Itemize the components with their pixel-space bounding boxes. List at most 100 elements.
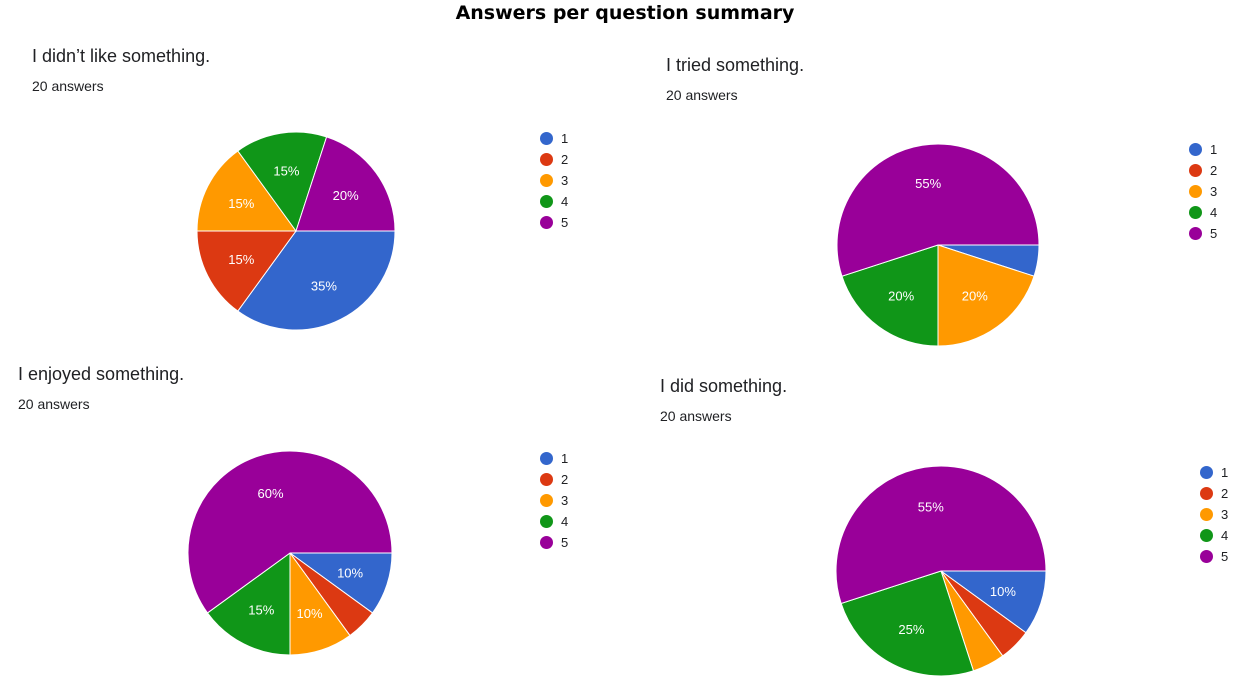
pie-slice-3[interactable] [196,150,297,232]
pie-slice-4[interactable] [840,570,975,677]
slice-label: 55% [915,176,941,191]
legend-label: 1 [1210,142,1218,157]
pie-slice-4[interactable] [206,552,291,656]
legend-label: 1 [561,131,569,146]
pie-slice-5[interactable] [187,450,393,614]
chart-title: I tried something. [666,55,805,75]
legend-swatch [1189,143,1202,156]
legend-swatch [1189,227,1202,240]
legend-item-5[interactable]: 5 [540,532,568,553]
legend-item-3[interactable]: 3 [1189,181,1217,202]
legend-swatch [540,536,553,549]
pie-slice-4[interactable] [841,244,939,347]
legend-swatch [1200,508,1213,521]
legend-label: 4 [561,194,569,209]
legend-swatch [540,494,553,507]
legend-swatch [540,174,553,187]
legend-item-1[interactable]: 1 [540,128,568,149]
slice-label: 20% [333,188,359,203]
legend-label: 3 [561,173,569,188]
chart-legend: 1 2 3 4 5 [1200,462,1228,567]
chart-title: I enjoyed something. [18,364,185,384]
slice-label: 25% [898,622,924,637]
legend-item-4[interactable]: 4 [540,511,568,532]
slice-label: 20% [888,289,914,304]
pie-slice-2[interactable] [196,230,297,312]
legend-item-5[interactable]: 5 [540,212,568,233]
pie-slice-5[interactable] [835,465,1047,605]
legend-swatch [540,515,553,528]
slice-label: 10% [990,584,1016,599]
legend-item-2[interactable]: 2 [1200,483,1228,504]
legend-item-4[interactable]: 4 [540,191,568,212]
legend-item-1[interactable]: 1 [1200,462,1228,483]
slice-label: 20% [962,289,988,304]
legend-item-2[interactable]: 2 [540,469,568,490]
legend-item-4[interactable]: 4 [1189,202,1217,223]
legend-swatch [540,473,553,486]
legend-label: 5 [561,535,569,550]
legend-swatch [1189,185,1202,198]
slice-label: 10% [337,566,363,581]
legend-item-1[interactable]: 1 [1189,139,1217,160]
legend-label: 5 [1221,549,1229,564]
slice-label: 15% [273,163,299,178]
chart-legend: 1 2 3 4 5 [540,448,568,553]
legend-label: 5 [1210,226,1218,241]
legend-item-3[interactable]: 3 [1200,504,1228,525]
answer-count: 20 answers [666,87,738,103]
page-title: Answers per question summary [455,2,795,24]
chart-legend: 1 2 3 4 5 [1189,139,1217,244]
legend-item-1[interactable]: 1 [540,448,568,469]
legend-label: 3 [1221,507,1229,522]
chart-title: I didn’t like something. [32,46,211,66]
legend-label: 1 [561,451,569,466]
legend-swatch [1200,487,1213,500]
legend-swatch [1200,529,1213,542]
legend-swatch [1200,550,1213,563]
legend-item-3[interactable]: 3 [540,490,568,511]
slice-label: 35% [311,279,337,294]
legend-item-3[interactable]: 3 [540,170,568,191]
legend-label: 2 [1210,163,1218,178]
legend-swatch [1189,164,1202,177]
legend-item-2[interactable]: 2 [1189,160,1217,181]
answer-count: 20 answers [32,78,104,94]
pie-slice-1[interactable] [237,230,396,331]
legend-item-5[interactable]: 5 [1189,223,1217,244]
slice-label: 15% [248,602,274,617]
legend-label: 4 [1210,205,1218,220]
legend-item-5[interactable]: 5 [1200,546,1228,567]
legend-label: 5 [561,215,569,230]
legend-swatch [1189,206,1202,219]
answer-count: 20 answers [660,408,732,424]
legend-item-2[interactable]: 2 [540,149,568,170]
legend-item-4[interactable]: 4 [1200,525,1228,546]
legend-swatch [1200,466,1213,479]
chart-legend: 1 2 3 4 5 [540,128,568,233]
legend-label: 4 [1221,528,1229,543]
pie-slice-5[interactable] [295,136,396,232]
legend-swatch [540,452,553,465]
legend-label: 3 [561,493,569,508]
pie-slice-4[interactable] [237,131,328,233]
answer-count: 20 answers [18,396,90,412]
chart-title: I did something. [660,376,788,396]
slice-label: 15% [228,196,254,211]
legend-label: 3 [1210,184,1218,199]
slice-label: 15% [228,252,254,267]
legend-swatch [540,195,553,208]
legend-label: 2 [561,472,569,487]
legend-label: 2 [1221,486,1229,501]
legend-swatch [540,153,553,166]
pie-slice-5[interactable] [836,143,1040,277]
pie-slice-3[interactable] [937,244,1035,347]
slice-label: 60% [257,486,283,501]
legend-label: 1 [1221,465,1229,480]
legend-swatch [540,132,553,145]
legend-label: 2 [561,152,569,167]
slice-label: 10% [296,606,322,621]
slice-label: 55% [918,500,944,515]
legend-label: 4 [561,514,569,529]
